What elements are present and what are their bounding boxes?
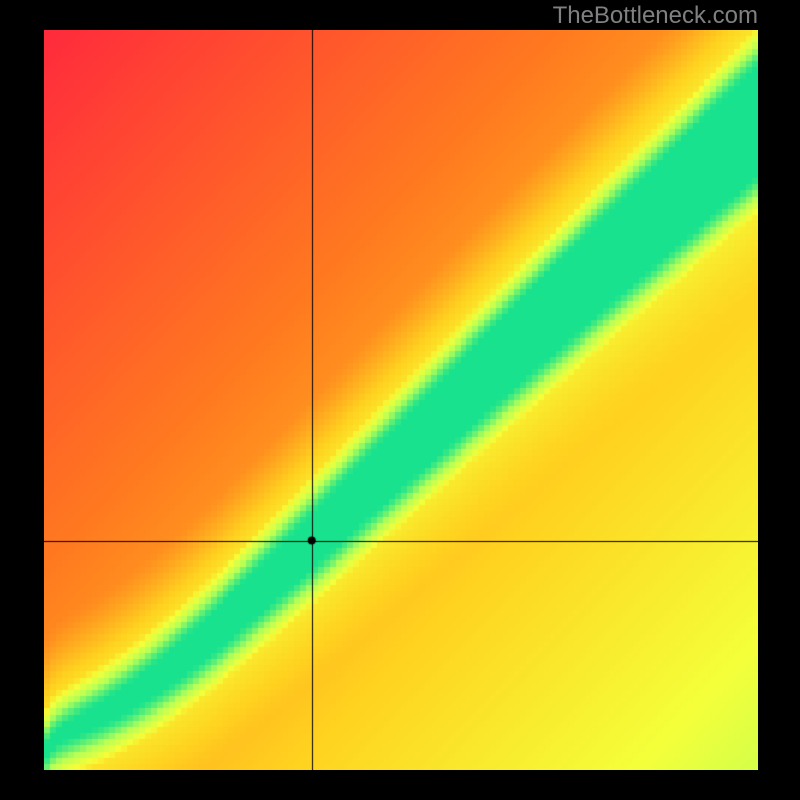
bottleneck-heatmap-canvas: [44, 30, 758, 770]
watermark-text: TheBottleneck.com: [553, 2, 758, 30]
chart-container: TheBottleneck.com: [0, 0, 800, 800]
